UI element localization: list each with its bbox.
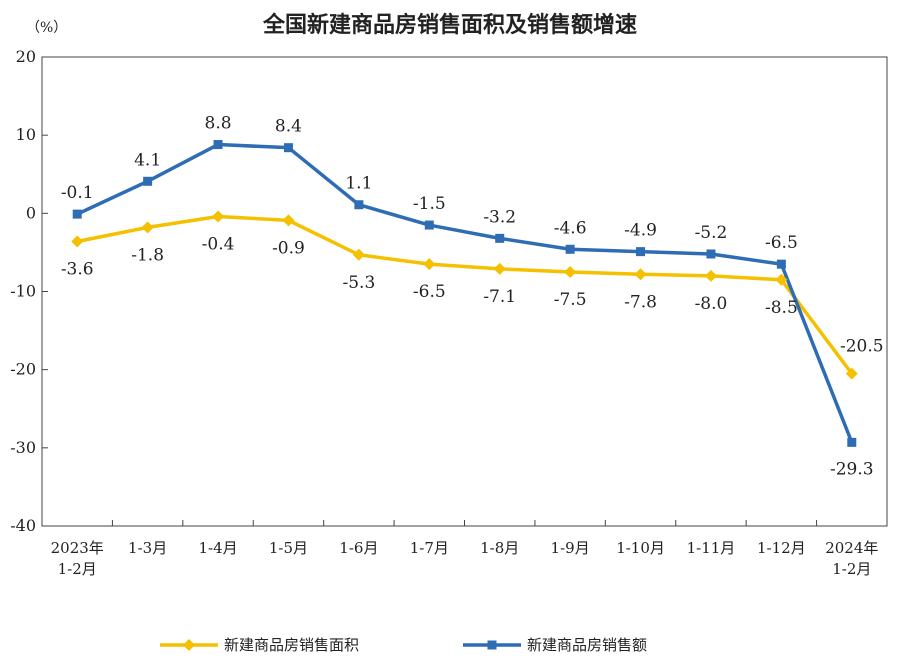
y-tick-label: 20 [16, 47, 36, 66]
data-point [72, 209, 82, 219]
y-axis: 20 10 0 -10 -20 -30 -40 [10, 47, 48, 535]
data-label: -4.6 [554, 218, 587, 238]
plot-frame [41, 56, 888, 527]
data-point [636, 247, 646, 257]
data-point [354, 200, 364, 210]
legend-marker [183, 639, 195, 651]
data-point [493, 262, 506, 275]
data-label: -5.2 [695, 223, 728, 243]
data-label: -7.8 [624, 292, 657, 312]
x-tick-label: 1-2月 [58, 560, 97, 578]
data-label: -8.5 [765, 298, 798, 318]
data-point [143, 176, 153, 186]
chart-title: 全国新建商品房销售面积及销售额增速 [262, 12, 637, 38]
data-label: -7.5 [554, 290, 587, 310]
data-label: -7.1 [483, 287, 516, 307]
data-label: -4.9 [624, 221, 657, 241]
data-point [423, 258, 436, 271]
x-axis: 2023年 1-2月 1-3月 1-4月 1-5月 1-6月 1-7月 1-8月 1-9月 1-1… [51, 520, 878, 578]
x-tick-label: 1-2月 [832, 560, 871, 578]
x-tick-label: 1-9月 [551, 539, 590, 557]
data-label: -20.5 [840, 337, 884, 357]
x-tick-label: 2023年 [51, 539, 104, 557]
data-point [706, 249, 716, 259]
data-label: -29.3 [830, 459, 874, 479]
data-label: 1.1 [345, 174, 372, 194]
data-point [704, 269, 717, 282]
y-tick-label: 0 [26, 203, 36, 222]
x-tick-label: 1-3月 [128, 539, 167, 557]
data-label: -0.9 [272, 238, 305, 258]
legend-label: 新建商品房销售额 [527, 636, 647, 654]
y-tick-label: -40 [10, 516, 36, 535]
legend-label: 新建商品房销售面积 [224, 636, 359, 654]
x-tick-label: 1-6月 [339, 539, 378, 557]
legend: 新建商品房销售面积 新建商品房销售额 [160, 636, 647, 654]
data-point [775, 273, 788, 286]
data-point [495, 233, 505, 243]
data-label: -0.1 [61, 183, 94, 203]
data-point [283, 143, 293, 153]
x-tick-label: 1-4月 [198, 539, 237, 557]
data-label: -0.4 [202, 234, 235, 254]
x-tick-label: 1-5月 [269, 539, 308, 557]
x-tick-label: 1-8月 [480, 539, 519, 557]
data-label: -5.3 [342, 273, 375, 293]
data-point [845, 367, 858, 380]
x-tick-label: 1-11月 [687, 539, 736, 557]
data-point [776, 259, 786, 269]
data-point [634, 268, 647, 281]
data-label: 4.1 [134, 150, 161, 170]
data-point [565, 244, 575, 254]
x-tick-label: 1-7月 [410, 539, 449, 557]
y-tick-label: 10 [16, 125, 36, 144]
data-point [213, 140, 223, 150]
data-point [212, 210, 225, 223]
data-point [564, 265, 577, 278]
data-label: -6.5 [413, 282, 446, 302]
data-label: -6.5 [765, 233, 798, 253]
data-point [424, 220, 434, 230]
x-tick-label: 1-10月 [616, 539, 665, 557]
legend-marker [487, 640, 497, 650]
data-label: -1.8 [131, 245, 164, 265]
data-label: -3.6 [61, 259, 94, 279]
data-label: -1.5 [413, 194, 446, 214]
x-tick-label: 2024年 [825, 539, 878, 557]
data-label: -3.2 [483, 207, 516, 227]
data-label: -8.0 [695, 294, 728, 314]
x-tick-label: 1-12月 [757, 539, 806, 557]
y-tick-label: -10 [10, 282, 36, 301]
series-line-2 [76, 142, 854, 444]
data-label: 8.4 [275, 117, 302, 137]
series-line-1 [76, 214, 854, 375]
y-unit-label: （%） [26, 20, 67, 36]
y-tick-label: -30 [10, 438, 36, 457]
data-point [71, 235, 84, 248]
y-tick-label: -20 [10, 360, 36, 379]
data-point [847, 437, 857, 447]
data-point [141, 221, 154, 234]
data-point [352, 248, 365, 261]
series-layer: -3.6 -1.8 -0.4 -0.9 -5.3 -6.5 -7.1 -7.5 -7.8 -8.0… [61, 114, 884, 480]
data-label: 8.8 [205, 114, 232, 134]
data-point [282, 214, 295, 227]
